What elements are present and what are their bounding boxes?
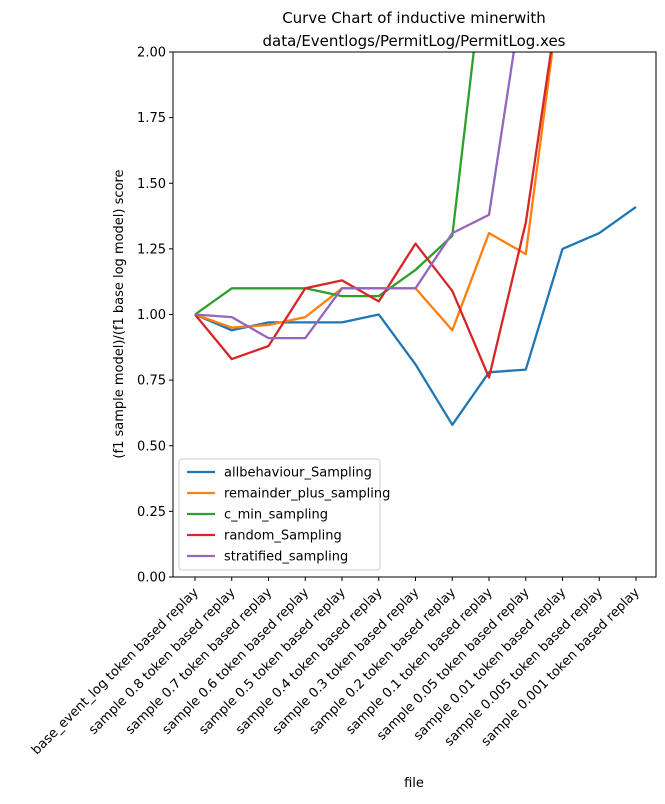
y-axis-label: (f1 sample model)/(f1 base log model) sc… — [112, 169, 127, 458]
legend: allbehaviour_Sampling remainder_plus_samp… — [178, 458, 390, 571]
y-tick-label: 1.50 — [137, 177, 166, 192]
series-line-stratified_sampling — [194, 52, 515, 340]
chart-title-line-2: data/Eventlogs/PermitLog/PermitLog.xes — [262, 32, 565, 50]
series-line-random_Sampling — [194, 52, 553, 379]
series-lines — [194, 52, 637, 426]
y-tick-label: 0.50 — [137, 439, 166, 454]
y-tick-label: 1.00 — [137, 308, 166, 323]
x-axis-label: file — [404, 776, 424, 791]
legend-label: remainder_plus_sampling — [224, 487, 390, 502]
y-tick-label: 0.00 — [137, 571, 166, 586]
legend-label: c_min_sampling — [224, 508, 328, 523]
y-tick-label: 2.00 — [137, 46, 166, 61]
x-tick-label: base_event_log token based replay — [29, 585, 202, 758]
legend-box — [178, 458, 381, 571]
legend-label: stratified_sampling — [224, 550, 348, 565]
y-tick-label: 0.25 — [137, 505, 166, 520]
series-line-c_min_sampling — [194, 52, 475, 316]
legend-label: random_Sampling — [224, 529, 342, 544]
x-axis: base_event_log token based replaysample … — [29, 577, 643, 758]
series-line-allbehaviour_Sampling — [194, 205, 637, 426]
chart-title-line-1: Curve Chart of inductive minerwith — [282, 9, 546, 27]
y-axis: 0.00 0.25 0.50 0.75 1.00 1.25 1.50 1.75 2.00 — [137, 46, 173, 586]
y-tick-label: 0.75 — [137, 374, 166, 389]
plot-frame — [172, 51, 657, 578]
legend-label: allbehaviour_Sampling — [224, 466, 372, 481]
y-tick-label: 1.25 — [137, 242, 166, 257]
y-tick-label: 1.75 — [137, 111, 166, 126]
